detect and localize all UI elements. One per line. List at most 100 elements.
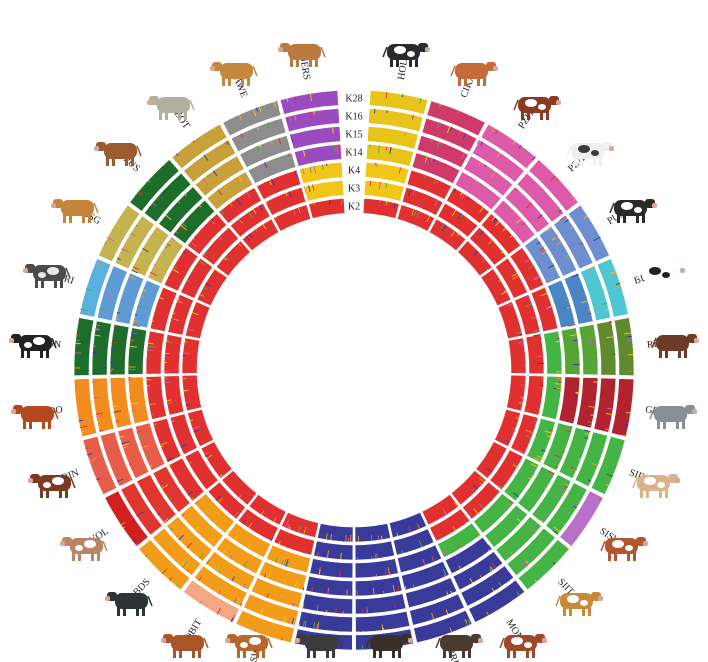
admixture-speckle: [605, 413, 613, 416]
admixture-speckle: [276, 100, 279, 108]
admixture-speckle: [524, 175, 531, 183]
ring-segment-K4-GRTY: [541, 375, 563, 420]
pzau-cow-icon: [564, 134, 616, 168]
admixture-speckle: [281, 559, 284, 566]
admixture-speckle: [493, 218, 498, 224]
admixture-speckle: [616, 285, 622, 288]
admixture-speckle: [392, 584, 395, 593]
admixture-speckle: [552, 561, 556, 565]
ring-segment-K2-MONT: [421, 494, 460, 526]
admixture-speckle: [606, 484, 610, 487]
admixture-speckle: [511, 275, 520, 280]
admixture-speckle: [558, 488, 565, 494]
admixture-speckle: [151, 268, 158, 273]
ring-segment-K4-OBIT: [226, 522, 271, 558]
admixture-speckle: [533, 275, 540, 280]
admixture-speckle: [199, 292, 204, 296]
admixture-speckle: [571, 354, 580, 356]
admixture-speckle: [184, 398, 191, 401]
admixture-speckle: [555, 465, 559, 468]
admixture-speckle: [295, 170, 298, 175]
ring-segment-K28-OBSW: [235, 609, 295, 644]
admixture-speckle: [203, 253, 208, 258]
admixture-speckle: [462, 132, 467, 139]
admixture-speckle: [490, 171, 496, 178]
admixture-speckle: [148, 403, 156, 406]
admixture-speckle: [166, 243, 171, 247]
admixture-speckle: [488, 239, 493, 245]
admixture-speckle: [519, 397, 524, 399]
ring-segment-K14-REND: [560, 327, 581, 375]
admixture-speckle: [410, 132, 413, 138]
admixture-speckle: [189, 419, 194, 422]
admixture-speckle: [578, 458, 581, 461]
admixture-speckle: [537, 214, 543, 219]
ring-segment-K4-BRDE: [397, 544, 443, 574]
admixture-speckle: [525, 202, 533, 209]
admixture-speckle: [479, 230, 484, 236]
admixture-speckle: [181, 252, 185, 256]
admixture-speckle: [541, 513, 549, 519]
admixture-speckle: [245, 565, 248, 569]
admixture-speckle: [108, 459, 113, 462]
ring-segment-K3-ERIN: [169, 413, 198, 455]
admixture-speckle: [553, 526, 561, 533]
admixture-speckle: [194, 501, 197, 504]
admixture-speckle: [416, 523, 420, 530]
admixture-speckle: [149, 465, 153, 468]
ring-segment-K2-GRTY: [506, 374, 527, 412]
admixture-speckle: [411, 208, 415, 216]
ring-segment-K4-SIIT: [473, 493, 515, 534]
admixture-speckle: [536, 241, 541, 245]
admixture-speckle: [264, 162, 268, 169]
admixture-speckle: [119, 437, 124, 440]
admixture-speckle: [135, 543, 138, 546]
admixture-speckle: [151, 202, 157, 207]
admixture-speckle: [224, 142, 227, 145]
admixture-speckle: [246, 543, 251, 549]
admixture-speckle: [444, 550, 448, 557]
vzot-cow-icon: [145, 88, 197, 122]
admixture-speckle: [534, 579, 538, 583]
admixture-speckle: [625, 411, 631, 414]
admixture-speckle: [387, 567, 390, 576]
admixture-speckle: [169, 527, 174, 531]
ring-segment-K14-JERS: [294, 144, 342, 167]
admixture-speckle: [304, 621, 307, 628]
admixture-speckle: [423, 155, 426, 159]
admixture-speckle: [214, 268, 222, 275]
admixture-speckle: [394, 93, 397, 99]
ring-segment-K14-BRIT: [305, 575, 354, 597]
admixture-speckle: [412, 583, 415, 588]
admixture-speckle: [504, 439, 511, 443]
admixture-speckle: [147, 345, 156, 348]
admixture-speckle: [107, 236, 115, 242]
admixture-speckle: [490, 269, 495, 273]
admixture-speckle: [156, 302, 165, 307]
admixture-speckle: [588, 405, 596, 408]
ring-segment-K4-PRDO: [145, 375, 167, 420]
admixture-speckle: [147, 342, 154, 345]
admixture-speckle: [373, 587, 375, 596]
admixture-speckle: [271, 178, 275, 187]
admixture-speckle: [484, 186, 488, 190]
admixture-speckle: [132, 266, 140, 271]
admixture-speckle: [284, 520, 289, 528]
admixture-speckle: [532, 329, 540, 333]
admixture-speckle: [528, 471, 535, 475]
admixture-speckle: [437, 122, 440, 128]
admixture-speckle: [555, 178, 559, 182]
admixture-speckle: [242, 519, 246, 525]
admixture-speckle: [518, 145, 522, 149]
ring-segment-K2-REND: [507, 337, 527, 374]
admixture-speckle: [487, 544, 492, 550]
admixture-speckle: [597, 495, 603, 500]
mawe-cow-icon: [208, 54, 260, 88]
admixture-speckle: [548, 226, 552, 230]
admixture-speckle: [570, 466, 577, 471]
admixture-speckle: [487, 240, 494, 247]
admixture-speckle: [288, 153, 290, 157]
admixture-speckle: [269, 632, 273, 638]
admixture-speckle: [506, 205, 510, 208]
